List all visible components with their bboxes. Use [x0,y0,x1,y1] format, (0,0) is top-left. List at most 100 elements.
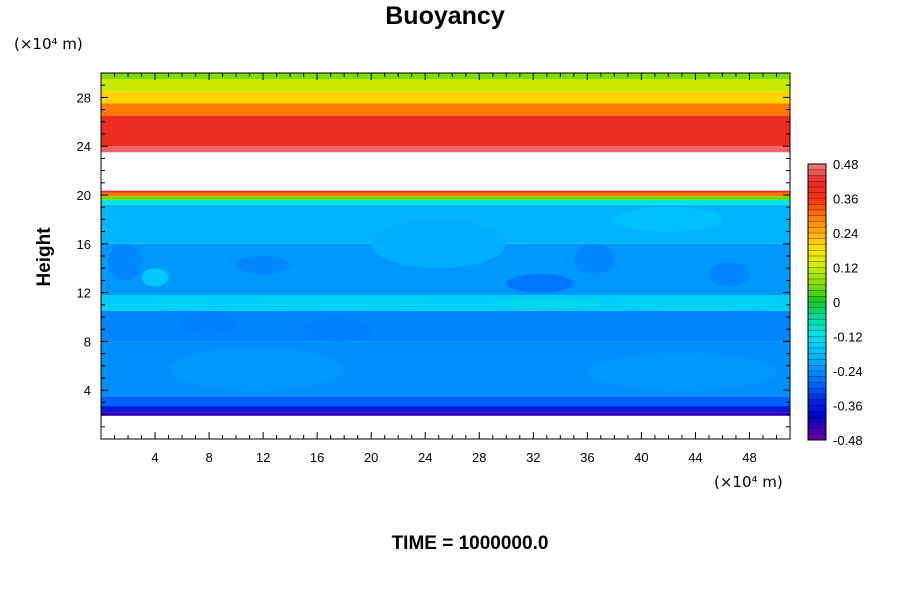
colorbar-swatch [807,255,827,263]
colorbar-swatch [807,382,827,389]
x-tick-label: 20 [364,450,378,465]
x-tick-label: 16 [310,450,324,465]
contour-patch [263,297,426,308]
x-tick-label: 48 [742,450,756,465]
x-unit-label: (×10⁴ m) [714,473,783,491]
y-axis: 4 8 12 16 20 24 28 [77,84,790,428]
colorbar-label: 0.36 [833,192,858,207]
y-tick-label: 8 [84,334,91,349]
contour-patch [182,310,237,336]
colorbar-swatch [807,250,827,257]
x-tick-label: 32 [526,450,540,465]
colorbar-swatch [807,192,827,199]
colorbar-swatch [807,278,827,286]
contour-patch [155,298,210,309]
y-axis-label: Height [34,227,55,287]
colorbar-swatch [807,319,827,326]
colorbar-swatch [807,267,827,274]
colorbar-swatch [807,301,827,309]
colorbar-swatch [807,330,827,337]
colorbar-swatch [807,209,827,217]
colorbar-frame [807,163,827,441]
contour-patch [492,297,601,309]
contour-patch [168,347,345,391]
contour-band [101,190,790,193]
x-axis: 4 8 12 16 20 24 28 32 36 40 44 48 [114,73,777,465]
colorbar-swatch [807,186,827,194]
contour-patch [141,268,169,287]
colorbar-label: -0.24 [833,364,863,379]
x-tick-label: 40 [634,450,648,465]
colorbar-swatch [807,376,827,383]
contour-patch [614,207,723,232]
colorbar-swatch [807,307,827,314]
colorbar-swatch [807,359,827,366]
colorbar-swatch [807,215,827,222]
colorbar-swatch [807,342,827,349]
colorbar-swatch [807,365,827,372]
contour-band [101,396,790,407]
contour-band [101,73,790,80]
x-tick-label: 44 [688,450,702,465]
colorbar-swatch [807,399,827,406]
colorbar-swatch [807,227,827,234]
contour-band [101,196,790,200]
contour-patch [236,256,291,275]
colorbar-swatch [807,261,827,268]
colorbar-swatch [807,313,827,320]
chart-title: Buoyancy [385,2,505,30]
colorbar-swatch [807,204,827,211]
contour-patch [107,243,142,281]
y-tick-label: 24 [77,139,91,154]
colorbar-label: 0.24 [833,226,858,241]
colorbar-swatch [807,296,827,303]
colorbar-swatch [807,169,827,176]
y-tick-label: 20 [77,188,91,203]
colorbar-label: -0.36 [833,399,863,414]
colorbar-swatch [807,238,827,245]
contour-patch [506,274,574,293]
colorbar-swatch [807,347,827,355]
contour-patch [614,297,777,310]
colorbar-swatch [807,232,827,240]
plot-area [100,72,791,440]
colorbar-swatch [807,163,827,171]
colorbar-swatch [807,290,827,297]
x-tick-label: 12 [256,450,270,465]
colorbar-label: -0.12 [833,330,863,345]
colorbar-swatch [807,336,827,343]
contour-patch [573,243,615,275]
colorbar-swatch [807,353,827,360]
colorbar-label: -0.48 [833,433,863,448]
y-unit-label: (×10⁴ m) [14,35,83,53]
colorbar-swatch [807,244,827,251]
contour-band [101,199,790,205]
colorbar: 0.48 0.36 0.24 0.12 0 -0.12 -0.24 -0.36 -0.48 [807,157,863,448]
contour-band [101,115,790,147]
colorbar-swatch [807,273,827,280]
colorbar-swatch [807,324,827,332]
colorbar-label: 0.12 [833,261,858,276]
contour-band [101,79,790,92]
contour-patch [303,317,372,342]
contour-patch [708,262,750,287]
x-tick-label: 4 [151,450,158,465]
colorbar-swatch [807,434,827,441]
x-tick-label: 24 [418,450,432,465]
time-label: TIME = 1000000.0 [392,533,549,554]
colorbar-swatch [807,422,827,429]
colorbar-label: 0.48 [833,157,858,172]
colorbar-swatch [807,284,827,291]
contour-band [101,412,790,416]
x-tick-label: 28 [472,450,486,465]
colorbar-swatch [807,221,827,228]
x-tick-label: 36 [580,450,594,465]
contour-band [101,103,790,116]
contour-band [101,406,790,413]
colorbar-swatch [807,181,827,188]
y-tick-label: 4 [84,383,91,398]
contour-patch [587,353,777,391]
contour-band [101,146,790,153]
contour-band [101,192,790,197]
